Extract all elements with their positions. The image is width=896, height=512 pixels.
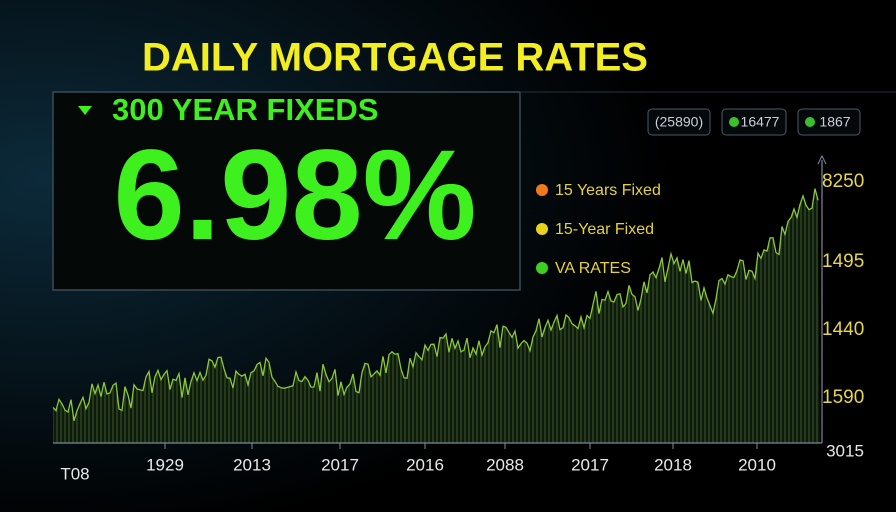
x-label: 2016 <box>406 455 444 474</box>
x-label: 2013 <box>233 455 271 474</box>
y-label: 1440 <box>822 319 864 340</box>
rate-panel <box>52 91 521 291</box>
chart-area <box>53 188 820 443</box>
badge-icon <box>805 117 815 127</box>
rate-value: 6.98% <box>114 124 477 267</box>
x-label: 2017 <box>571 455 609 474</box>
y-label: 1590 <box>822 387 864 408</box>
badge-text: (25890) <box>655 114 703 130</box>
badge-text: 16477 <box>741 114 780 130</box>
down-arrow <box>78 106 92 115</box>
axis-arrow <box>817 154 827 165</box>
legend-dot <box>536 184 548 196</box>
y-label: 8250 <box>822 171 864 192</box>
x-label: 2088 <box>486 455 524 474</box>
rate-label: 300 YEAR FIXEDS <box>112 92 378 127</box>
badge-text: 1867 <box>819 114 850 130</box>
y-label: 1495 <box>822 251 864 272</box>
legend-text: VA RATES <box>555 260 631 277</box>
legend-text: 15 Years Fixed <box>555 182 661 199</box>
legend-dot <box>536 262 548 274</box>
badge <box>721 108 787 136</box>
badge <box>797 108 861 136</box>
legend-text: 15-Year Fixed <box>555 221 654 238</box>
badge <box>647 108 711 136</box>
x-label: 1929 <box>146 455 184 474</box>
x-label: T08 <box>60 464 89 483</box>
x-label: 2018 <box>654 455 692 474</box>
x-label: 3015 <box>826 441 864 460</box>
x-label: 2010 <box>738 455 776 474</box>
badge-icon <box>729 117 739 127</box>
chart-line <box>52 188 819 421</box>
x-label: 2017 <box>321 455 359 474</box>
title: DAILY MORTGAGE RATES <box>142 36 648 80</box>
legend-dot <box>536 223 548 235</box>
